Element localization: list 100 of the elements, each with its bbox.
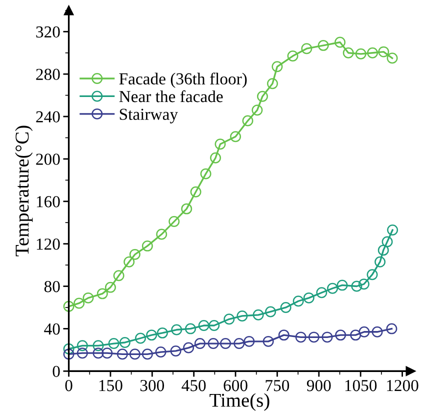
- point: [168, 216, 180, 228]
- point: [230, 131, 242, 142]
- point: [63, 300, 74, 312]
- x-tick-label: 1200: [387, 380, 418, 392]
- x-axis-title: Time(s): [210, 393, 270, 411]
- point: [214, 138, 226, 150]
- point: [318, 40, 329, 51]
- y-tick-label: 40: [44, 323, 60, 335]
- point: [244, 336, 255, 347]
- point: [367, 47, 378, 58]
- point: [181, 203, 192, 214]
- point: [256, 90, 268, 102]
- point: [387, 224, 398, 236]
- point: [198, 320, 210, 331]
- x-tick-label: 900: [306, 380, 331, 392]
- point: [287, 50, 298, 62]
- point: [378, 244, 389, 256]
- point: [262, 336, 274, 347]
- point: [102, 348, 113, 359]
- point: [119, 337, 130, 348]
- x-tick-label: 750: [266, 380, 290, 392]
- point: [327, 282, 338, 294]
- point: [334, 36, 346, 48]
- point: [366, 269, 378, 280]
- legend-label: Stairway: [120, 108, 178, 124]
- point: [63, 348, 74, 360]
- x-tick-label: 0: [65, 380, 72, 392]
- point: [272, 61, 283, 72]
- point: [386, 52, 398, 64]
- point: [185, 323, 196, 334]
- y-tick-label: 280: [36, 68, 60, 80]
- y-tick-label: 320: [36, 26, 60, 38]
- x-tick-label: 1050: [345, 380, 377, 392]
- point: [190, 186, 202, 198]
- x-tick-label: 600: [224, 380, 248, 392]
- x-tick-label: 150: [99, 380, 122, 392]
- point: [220, 338, 232, 350]
- point: [358, 326, 370, 338]
- point: [82, 292, 94, 304]
- point: [108, 338, 120, 350]
- point: [146, 330, 158, 341]
- point: [236, 310, 248, 322]
- point: [292, 296, 304, 307]
- point: [378, 46, 390, 58]
- point: [322, 332, 333, 343]
- point: [142, 240, 153, 252]
- point: [351, 280, 362, 292]
- point: [92, 340, 104, 352]
- point: [155, 346, 166, 358]
- point: [267, 78, 278, 90]
- point: [335, 330, 346, 341]
- point: [142, 348, 153, 360]
- point: [210, 152, 222, 164]
- legend-label: Facade (36th floor): [119, 72, 247, 88]
- point: [358, 278, 370, 290]
- point: [374, 256, 386, 268]
- y-tick-label: 80: [44, 280, 60, 292]
- point: [92, 348, 104, 359]
- point: [372, 326, 383, 338]
- point: [208, 320, 220, 331]
- point: [386, 323, 398, 334]
- point: [194, 338, 206, 350]
- point: [124, 256, 135, 268]
- point: [170, 345, 182, 356]
- y-tick-label: 240: [36, 111, 60, 122]
- point: [252, 104, 263, 116]
- point: [135, 332, 146, 344]
- point: [74, 298, 85, 309]
- point: [96, 288, 108, 300]
- point: [295, 332, 306, 343]
- y-axis-title: Temperature(°C): [15, 126, 33, 256]
- legend-label: Near the facade: [119, 90, 223, 102]
- point: [278, 330, 290, 341]
- x-tick-label: 300: [140, 380, 164, 392]
- point: [200, 168, 212, 180]
- point: [129, 348, 140, 360]
- y-tick-label: 160: [36, 196, 60, 208]
- x-tick-label: 450: [182, 380, 206, 392]
- point: [342, 47, 354, 58]
- point: [242, 115, 254, 126]
- point: [113, 270, 124, 282]
- point: [63, 343, 74, 354]
- point: [171, 324, 182, 336]
- point: [308, 332, 320, 343]
- y-tick-label: 0: [52, 366, 60, 378]
- point: [316, 287, 328, 298]
- point: [76, 340, 88, 352]
- point: [303, 292, 314, 304]
- point: [265, 306, 276, 318]
- point: [183, 342, 194, 354]
- point: [252, 309, 264, 320]
- point: [208, 338, 219, 350]
- y-tick-label: 200: [36, 154, 60, 165]
- point: [76, 348, 88, 359]
- point: [104, 282, 116, 293]
- point: [301, 43, 312, 54]
- point: [156, 327, 168, 338]
- point: [234, 338, 245, 350]
- point: [355, 48, 366, 60]
- point: [350, 330, 362, 341]
